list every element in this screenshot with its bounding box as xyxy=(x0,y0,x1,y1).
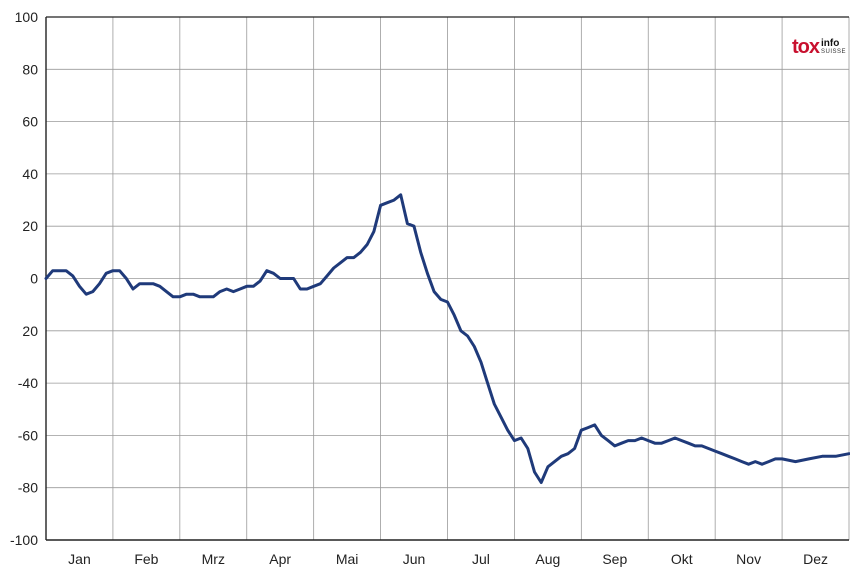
logo-info-text: info xyxy=(820,38,840,49)
x-tick-label: Mrz xyxy=(202,551,225,567)
y-tick-label: 20 xyxy=(22,218,38,234)
x-tick-label: Jun xyxy=(403,551,426,567)
x-tick-label: Feb xyxy=(134,551,158,567)
y-tick-label: 60 xyxy=(22,114,38,130)
y-axis-tick-labels: 100 80 60 40 20 0 20 -40 -60 -80 -100 xyxy=(10,9,38,548)
y-tick-label: -60 xyxy=(18,427,38,443)
y-tick-label: 0 xyxy=(30,271,38,287)
y-tick-label: 20 xyxy=(22,323,38,339)
logo-subtext: info SUISSE xyxy=(820,38,846,56)
y-tick-label: -100 xyxy=(10,532,38,548)
grid-lines xyxy=(45,16,850,541)
x-tick-label: Dez xyxy=(803,551,828,567)
x-tick-label: Apr xyxy=(269,551,291,567)
x-tick-label: Jan xyxy=(68,551,91,567)
y-tick-label: -40 xyxy=(18,375,38,391)
x-tick-label: Aug xyxy=(535,551,560,567)
x-tick-label: Jul xyxy=(472,551,490,567)
y-tick-label: 100 xyxy=(15,9,39,25)
y-tick-label: -80 xyxy=(18,480,38,496)
x-tick-label: Sep xyxy=(602,551,627,567)
series-line xyxy=(44,193,850,484)
x-tick-label: Nov xyxy=(736,551,761,567)
logo-suisse-text: SUISSE xyxy=(820,49,846,55)
tox-info-logo: tox info SUISSE xyxy=(792,37,846,57)
x-tick-label: Mai xyxy=(336,551,359,567)
x-tick-label: Okt xyxy=(671,551,693,567)
logo-main-text: tox xyxy=(791,36,820,58)
x-axis-tick-labels: Jan Feb Mrz Apr Mai Jun Jul Aug Sep Okt Nov Dez xyxy=(68,551,828,567)
series-group xyxy=(44,193,850,484)
y-tick-label: 80 xyxy=(22,61,38,77)
y-tick-label: 40 xyxy=(22,166,38,182)
